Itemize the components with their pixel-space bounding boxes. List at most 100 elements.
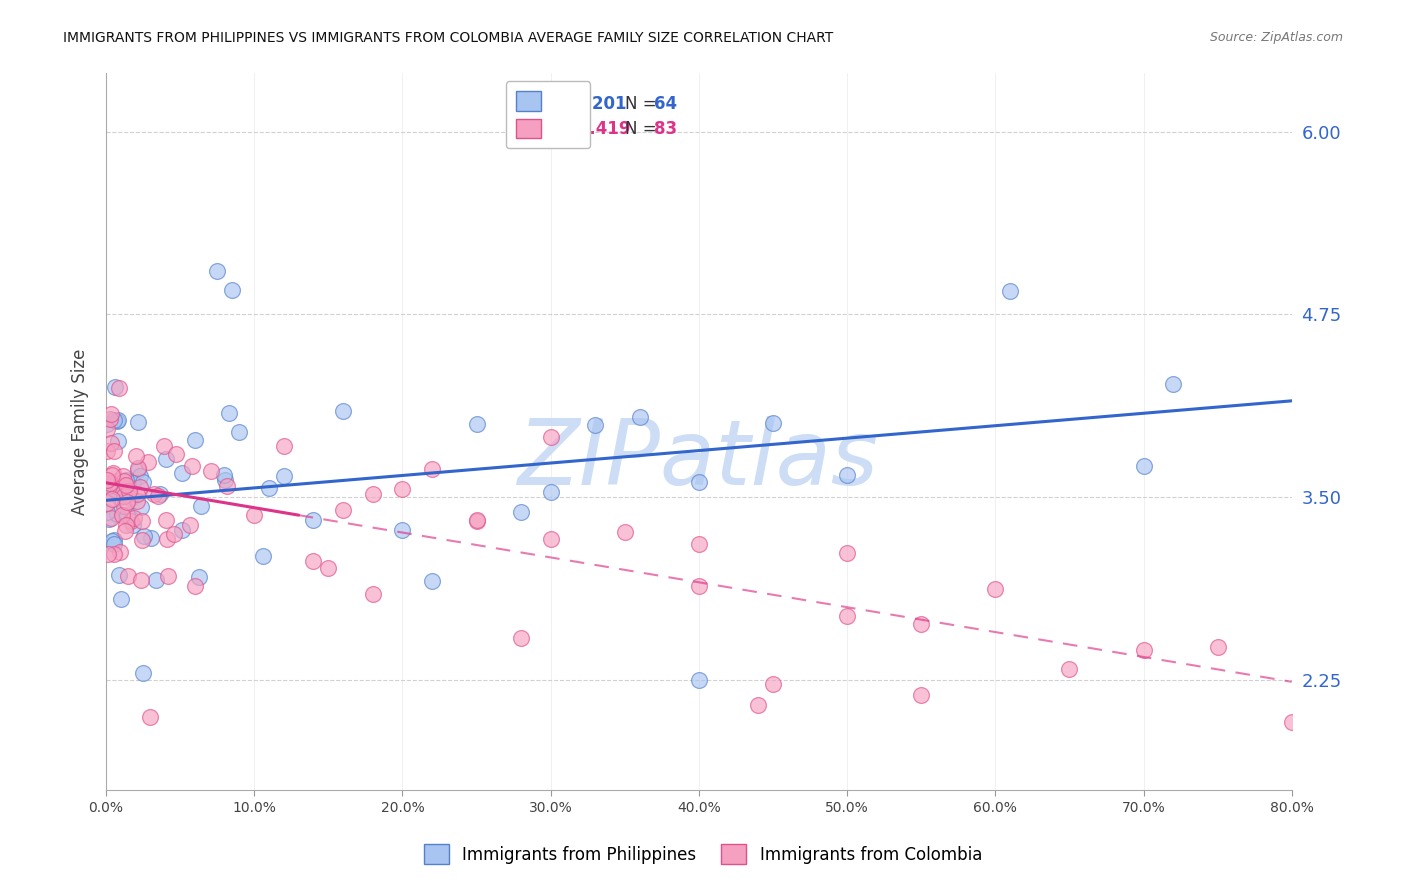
Legend: Immigrants from Philippines, Immigrants from Colombia: Immigrants from Philippines, Immigrants … <box>418 838 988 871</box>
Point <box>127 415 149 429</box>
Point <box>103 443 125 458</box>
Point <box>302 513 325 527</box>
Point <box>181 458 204 473</box>
Point <box>131 475 153 490</box>
Point <box>103 547 125 561</box>
Point <box>114 524 136 538</box>
Point <box>273 469 295 483</box>
Point <box>100 407 122 421</box>
Point <box>111 468 134 483</box>
Point <box>146 489 169 503</box>
Point <box>170 523 193 537</box>
Point <box>510 504 533 518</box>
Text: Source: ZipAtlas.com: Source: ZipAtlas.com <box>1209 31 1343 45</box>
Point <box>96 496 118 510</box>
Point <box>96 504 118 518</box>
Point <box>117 508 139 522</box>
Point <box>96 422 118 436</box>
Point <box>420 462 443 476</box>
Point <box>613 524 636 539</box>
Point <box>103 466 125 480</box>
Point <box>132 666 155 681</box>
Point <box>108 491 131 505</box>
Point <box>218 406 240 420</box>
Point <box>228 425 250 440</box>
Point <box>465 417 488 431</box>
Point <box>131 515 153 529</box>
Point <box>139 710 162 724</box>
Text: N =: N = <box>626 120 657 138</box>
Point <box>100 435 122 450</box>
Point <box>200 465 222 479</box>
Point <box>111 508 134 522</box>
Point <box>125 494 148 508</box>
Point <box>96 417 118 431</box>
Text: ZIPatlas: ZIPatlas <box>519 417 879 504</box>
Point <box>332 502 354 516</box>
Point <box>391 482 413 496</box>
Point <box>110 592 132 607</box>
Point <box>302 554 325 568</box>
Point <box>628 409 651 424</box>
Point <box>420 574 443 589</box>
Point <box>1132 459 1154 474</box>
Point <box>184 433 207 447</box>
Point <box>332 404 354 418</box>
Text: IMMIGRANTS FROM PHILIPPINES VS IMMIGRANTS FROM COLOMBIA AVERAGE FAMILY SIZE CORR: IMMIGRANTS FROM PHILIPPINES VS IMMIGRANT… <box>63 31 834 45</box>
Point <box>243 508 266 523</box>
Text: 0.201: 0.201 <box>574 95 627 112</box>
Point <box>115 494 138 508</box>
Text: N =: N = <box>626 95 657 112</box>
Point <box>103 413 125 427</box>
Point <box>105 507 128 521</box>
Point <box>187 569 209 583</box>
Point <box>132 529 155 543</box>
Point <box>391 523 413 537</box>
Point <box>103 483 125 497</box>
Point <box>125 487 148 501</box>
Point <box>114 474 136 488</box>
Point <box>127 463 149 477</box>
Point <box>107 480 129 494</box>
Point <box>165 447 187 461</box>
Point <box>96 547 118 561</box>
Text: R =: R = <box>530 120 561 138</box>
Point <box>762 677 785 691</box>
Point <box>214 474 236 488</box>
Point <box>136 455 159 469</box>
Point <box>835 546 858 560</box>
Point <box>835 468 858 483</box>
Point <box>910 616 932 631</box>
Point <box>540 532 562 546</box>
Point <box>214 467 236 482</box>
Point <box>97 479 120 493</box>
Point <box>122 510 145 524</box>
Point <box>120 515 142 529</box>
Point <box>121 476 143 491</box>
Point <box>257 481 280 495</box>
Point <box>157 568 180 582</box>
Point <box>361 587 384 601</box>
Point <box>120 491 142 505</box>
Y-axis label: Average Family Size: Average Family Size <box>72 349 89 515</box>
Point <box>101 491 124 506</box>
Point <box>361 487 384 501</box>
Point <box>112 499 135 513</box>
Point <box>128 468 150 483</box>
Point <box>162 526 184 541</box>
Point <box>103 537 125 551</box>
Point <box>105 474 128 488</box>
Point <box>221 283 243 297</box>
Point <box>273 439 295 453</box>
Point <box>107 381 129 395</box>
Point <box>131 533 153 547</box>
Point <box>540 429 562 443</box>
Point <box>129 574 152 588</box>
Point <box>101 468 124 483</box>
Text: -0.419: -0.419 <box>571 120 630 138</box>
Point <box>98 512 121 526</box>
Point <box>96 473 118 487</box>
Point <box>129 480 152 494</box>
Point <box>145 573 167 587</box>
Point <box>316 561 339 575</box>
